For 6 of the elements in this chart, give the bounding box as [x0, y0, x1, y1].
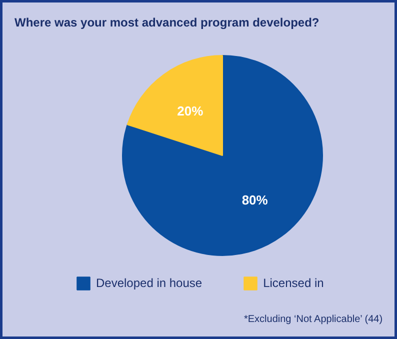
text: *Excluding ‘Not Applicable’ (44)	[244, 314, 383, 325]
data-label: 80%	[242, 192, 268, 208]
data-label: 20%	[177, 104, 204, 119]
chart-title: Where was your most advanced program developed?	[14, 16, 320, 30]
legend-label: Licensed in	[263, 276, 324, 290]
legend-label: Developed in house	[96, 276, 202, 290]
